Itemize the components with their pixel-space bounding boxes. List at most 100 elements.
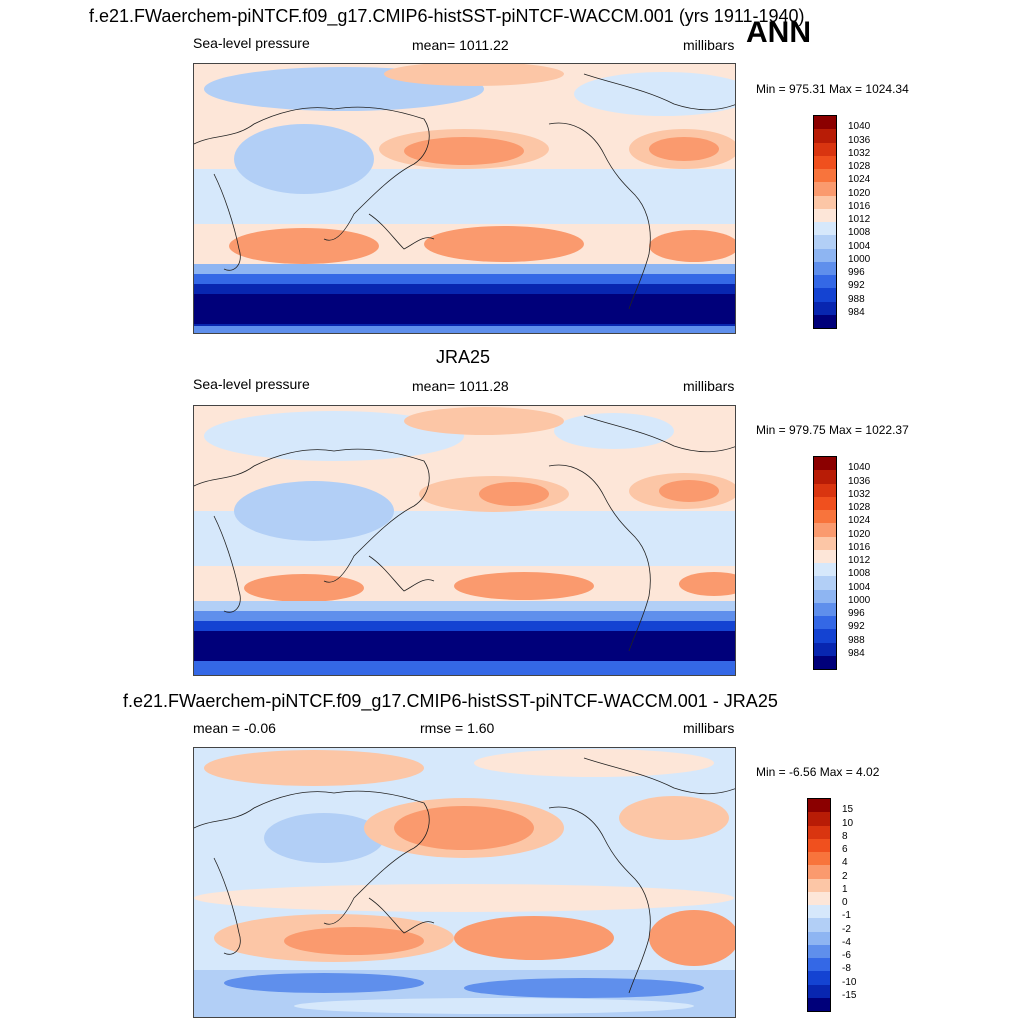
- colorbar-swatch: [808, 799, 830, 813]
- panel2-minmax: Min = 979.75 Max = 1022.37: [756, 423, 909, 437]
- colorbar-tick-label: 1004: [848, 581, 871, 593]
- panel3-mean-label: mean = -0.06: [193, 720, 276, 736]
- colorbar-tick-label: 1012: [848, 214, 871, 225]
- colorbar-tick-label: 1016: [848, 200, 871, 212]
- colorbar-tick-label: 1024: [848, 515, 871, 527]
- colorbar-tick-label: 988: [848, 634, 865, 646]
- colorbar-swatch: [808, 944, 830, 958]
- colorbar-tick-label: -8: [842, 963, 851, 975]
- panel1-variable-label: Sea-level pressure: [193, 35, 310, 51]
- panel1-colorbar: [813, 115, 837, 329]
- colorbar-tick-label: 1000: [848, 253, 871, 265]
- colorbar-tick-label: 15: [842, 804, 854, 816]
- colorbar-tick-label: 1020: [848, 187, 871, 199]
- colorbar-tick-label: 10: [842, 817, 854, 829]
- colorbar-swatch: [808, 971, 830, 985]
- colorbar-swatch: [814, 248, 836, 262]
- colorbar-tick-label: 988: [848, 293, 865, 305]
- panel2-variable-label: Sea-level pressure: [193, 376, 310, 392]
- colorbar-swatch: [814, 275, 836, 289]
- colorbar-tick-label: 1: [842, 883, 848, 895]
- colorbar-swatch: [808, 984, 830, 998]
- panel2-colorbar: [813, 456, 837, 670]
- colorbar-swatch: [808, 905, 830, 919]
- colorbar-tick-label: 1024: [848, 174, 871, 186]
- colorbar-swatch: [814, 523, 836, 537]
- panel1-mean-label: mean= 1011.22: [412, 37, 509, 53]
- colorbar-swatch: [814, 563, 836, 577]
- colorbar-swatch: [808, 812, 830, 826]
- colorbar-tick-label: 1036: [848, 475, 871, 487]
- panel3-rmse-label: rmse = 1.60: [420, 720, 495, 736]
- colorbar-tick-label: 1000: [848, 594, 871, 606]
- panel3-map: [193, 747, 736, 1018]
- colorbar-tick-label: 1036: [848, 134, 871, 146]
- colorbar-tick-label: 1004: [848, 240, 871, 252]
- colorbar-tick-label: -1: [842, 910, 851, 922]
- colorbar-swatch: [808, 931, 830, 945]
- panel3-units-label: millibars: [683, 720, 735, 736]
- colorbar-swatch: [814, 536, 836, 550]
- colorbar-swatch: [814, 629, 836, 643]
- colorbar-swatch: [808, 878, 830, 892]
- colorbar-swatch: [808, 852, 830, 866]
- colorbar-tick-label: 1032: [848, 147, 871, 159]
- colorbar-tick-label: 996: [848, 267, 865, 278]
- colorbar-swatch: [814, 129, 836, 143]
- colorbar-tick-label: 1040: [848, 121, 871, 133]
- colorbar-tick-label: 4: [842, 857, 848, 869]
- colorbar-tick-label: 1032: [848, 488, 871, 500]
- colorbar-swatch: [814, 169, 836, 183]
- colorbar-tick-label: 1028: [848, 502, 871, 513]
- colorbar-swatch: [814, 510, 836, 524]
- colorbar-swatch: [808, 891, 830, 905]
- colorbar-swatch: [814, 301, 836, 315]
- colorbar-tick-label: 992: [848, 280, 865, 292]
- colorbar-tick-label: 1016: [848, 541, 871, 553]
- panel2-mean-label: mean= 1011.28: [412, 378, 509, 394]
- colorbar-swatch: [808, 825, 830, 839]
- panel3-minmax: Min = -6.56 Max = 4.02: [756, 765, 880, 779]
- colorbar-swatch: [808, 958, 830, 972]
- colorbar-swatch: [814, 457, 836, 471]
- colorbar-tick-label: 996: [848, 608, 865, 619]
- colorbar-tick-label: 8: [842, 830, 848, 842]
- colorbar-swatch: [814, 182, 836, 196]
- panel2-units-label: millibars: [683, 378, 735, 394]
- colorbar-tick-label: -2: [842, 923, 851, 935]
- colorbar-swatch: [814, 496, 836, 510]
- panel1-units-label: millibars: [683, 37, 735, 53]
- colorbar-tick-label: 2: [842, 870, 848, 882]
- colorbar-swatch: [814, 116, 836, 130]
- colorbar-swatch: [814, 155, 836, 169]
- panel1-title: f.e21.FWaerchem-piNTCF.f09_g17.CMIP6-his…: [89, 6, 805, 26]
- colorbar-tick-label: 984: [848, 647, 865, 659]
- colorbar-tick-label: 6: [842, 844, 848, 855]
- colorbar-swatch: [808, 865, 830, 879]
- colorbar-swatch: [814, 314, 836, 328]
- colorbar-tick-label: 0: [842, 897, 848, 908]
- colorbar-tick-label: 1008: [848, 568, 871, 580]
- colorbar-swatch: [814, 483, 836, 497]
- colorbar-swatch: [808, 997, 830, 1011]
- colorbar-tick-label: 1020: [848, 528, 871, 540]
- colorbar-swatch: [814, 602, 836, 616]
- colorbar-swatch: [814, 195, 836, 209]
- colorbar-swatch: [814, 470, 836, 484]
- colorbar-tick-label: -6: [842, 950, 851, 961]
- panel1-map: [193, 63, 736, 334]
- colorbar-swatch: [808, 838, 830, 852]
- panel2-map: [193, 405, 736, 676]
- colorbar-tick-label: -4: [842, 936, 851, 948]
- colorbar-tick-label: 1008: [848, 227, 871, 239]
- panel2-title: JRA25: [436, 347, 491, 367]
- colorbar-swatch: [814, 208, 836, 222]
- colorbar-tick-label: 1012: [848, 555, 871, 566]
- colorbar-swatch: [814, 222, 836, 236]
- panel3-title: f.e21.FWaerchem-piNTCF.f09_g17.CMIP6-his…: [123, 691, 778, 711]
- colorbar-swatch: [814, 261, 836, 275]
- colorbar-swatch: [814, 642, 836, 656]
- panel1-minmax: Min = 975.31 Max = 1024.34: [756, 82, 909, 96]
- colorbar-tick-label: 992: [848, 621, 865, 633]
- colorbar-swatch: [814, 655, 836, 669]
